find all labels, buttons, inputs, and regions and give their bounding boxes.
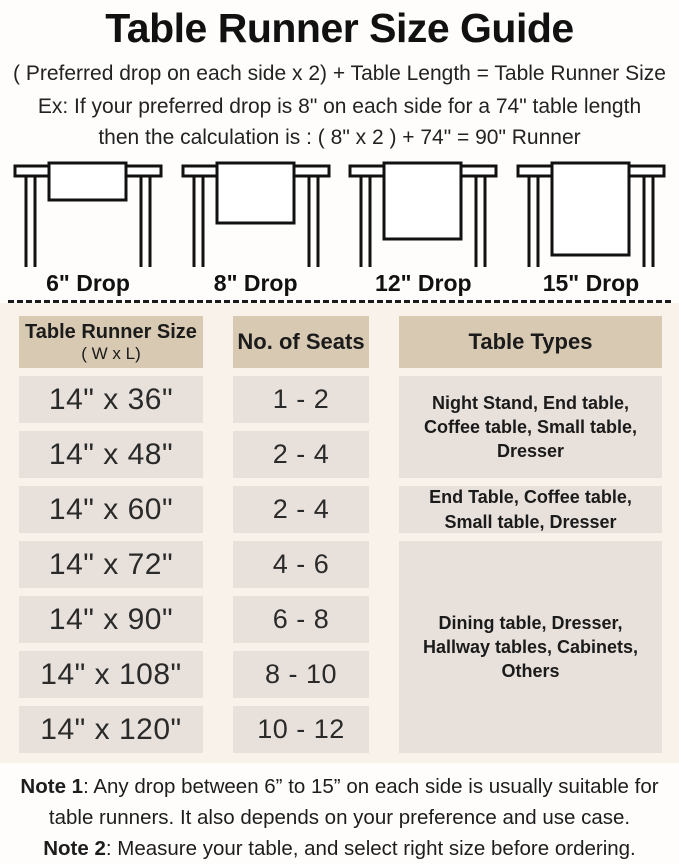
seats-cell: 2 - 4 <box>233 486 369 533</box>
runner-size-cell: 14" x 72" <box>19 541 203 588</box>
col-header-seats: No. of Seats <box>233 316 369 368</box>
runner-size-cell: 14" x 90" <box>19 596 203 643</box>
table-runner-illustration <box>180 159 332 269</box>
col-header-runner-size: Table Runner Size ( W x L) <box>19 316 203 368</box>
col-header-table-types: Table Types <box>399 316 662 368</box>
note: Note 2: Measure your table, and select r… <box>6 834 673 864</box>
notes: Note 1: Any drop between 6” to 15” on ea… <box>0 763 679 864</box>
table-runner-illustration <box>515 159 667 269</box>
note-label: Note 1 <box>20 775 83 798</box>
drop-label: 6" Drop <box>46 270 130 297</box>
size-guide-table-section: Table Runner Size ( W x L) No. of Seats … <box>0 303 679 763</box>
guide-header: Table Runner Size Guide ( Preferred drop… <box>0 0 679 150</box>
runner-size-cell: 14" x 48" <box>19 431 203 478</box>
note-text: : Measure your table, and select right s… <box>106 837 636 860</box>
runner-size-cell: 14" x 36" <box>19 376 203 423</box>
table-drop-diagram: 6" Drop <box>12 159 164 297</box>
table-drop-diagram: 12" Drop <box>347 159 499 297</box>
table-runner-illustration <box>12 159 164 269</box>
table-runner-illustration <box>347 159 499 269</box>
note: Note 1: Any drop between 6” to 15” on ea… <box>6 772 673 834</box>
table-types-cell: End Table, Coffee table, Small table, Dr… <box>399 486 662 533</box>
example-line-1: Ex: If your preferred drop is 8" on each… <box>0 95 679 119</box>
formula-line: ( Preferred drop on each side x 2) + Tab… <box>0 62 679 86</box>
seats-cell: 2 - 4 <box>233 431 369 478</box>
table-types-cell: Dining table, Dresser, Hallway tables, C… <box>399 541 662 753</box>
example-line-2: then the calculation is : ( 8" x 2 ) + 7… <box>0 126 679 150</box>
seats-cell: 4 - 6 <box>233 541 369 588</box>
drop-label: 12" Drop <box>375 270 472 297</box>
runner-size-cell: 14" x 120" <box>19 706 203 753</box>
drop-label: 15" Drop <box>543 270 640 297</box>
seats-cell: 8 - 10 <box>233 651 369 698</box>
runner-size-cell: 14" x 60" <box>19 486 203 533</box>
seats-cell: 6 - 8 <box>233 596 369 643</box>
table-drop-diagram: 15" Drop <box>515 159 667 297</box>
runner-size-cell: 14" x 108" <box>19 651 203 698</box>
drop-diagrams: 6" Drop 8" Drop 12 <box>0 157 679 297</box>
table-drop-diagram: 8" Drop <box>180 159 332 297</box>
note-label: Note 2 <box>43 837 106 860</box>
page-title: Table Runner Size Guide <box>0 5 679 52</box>
drop-label: 8" Drop <box>214 270 298 297</box>
seats-cell: 1 - 2 <box>233 376 369 423</box>
table-types-cell: Night Stand, End table, Coffee table, Sm… <box>399 376 662 478</box>
size-table: Table Runner Size ( W x L) No. of Seats … <box>19 316 662 753</box>
note-text: : Any drop between 6” to 15” on each sid… <box>49 775 659 829</box>
seats-cell: 10 - 12 <box>233 706 369 753</box>
